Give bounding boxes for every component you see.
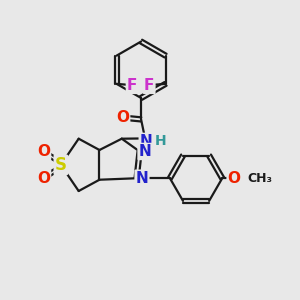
Text: F: F (127, 78, 137, 93)
Text: O: O (37, 171, 50, 186)
Text: O: O (37, 144, 50, 159)
Text: N: N (139, 144, 151, 159)
Text: F: F (144, 78, 154, 93)
Text: O: O (228, 171, 241, 186)
Text: N: N (136, 171, 148, 186)
Text: S: S (55, 156, 67, 174)
Text: O: O (116, 110, 129, 125)
Text: CH₃: CH₃ (248, 172, 273, 185)
Text: N: N (140, 134, 152, 149)
Text: H: H (154, 134, 166, 148)
